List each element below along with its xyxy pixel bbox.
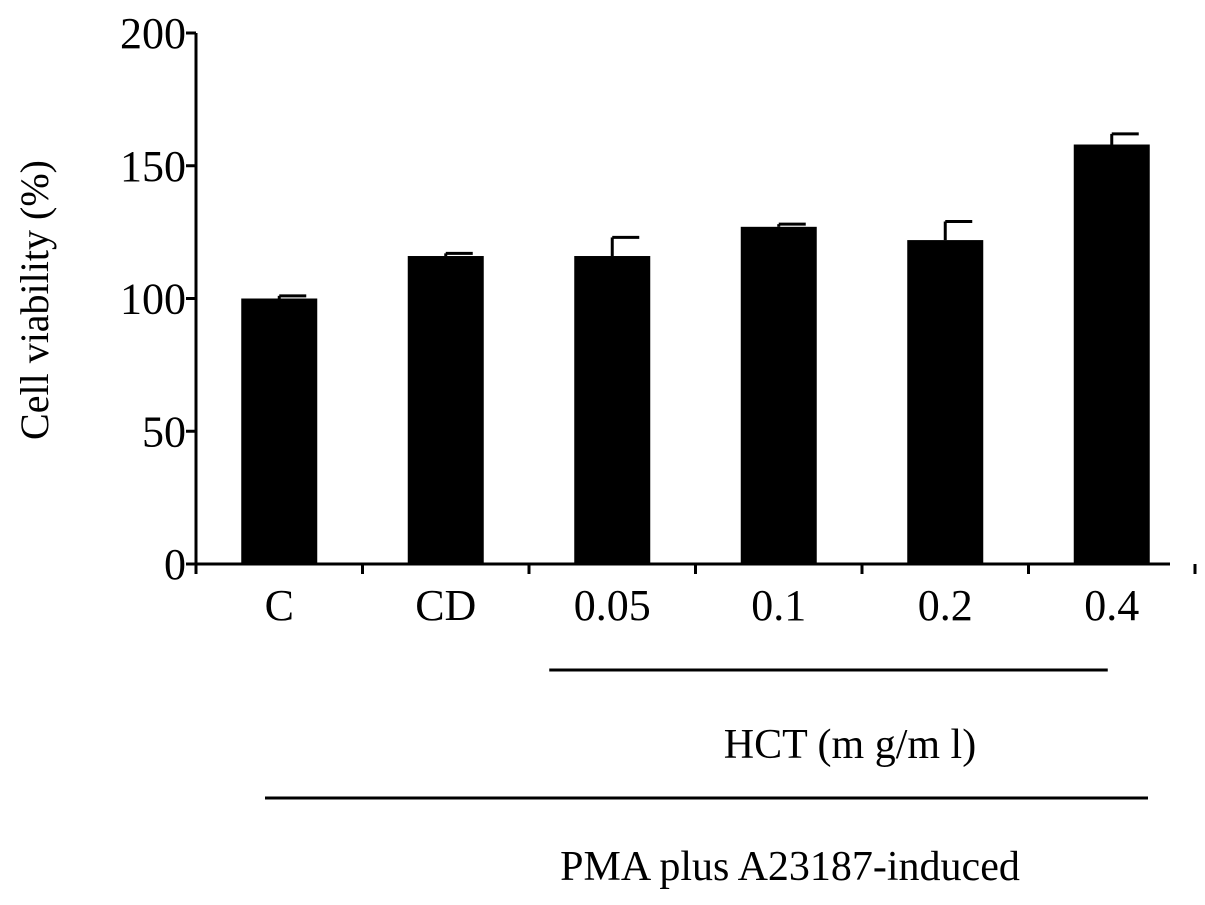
x-tick-label: C bbox=[265, 581, 294, 630]
error-bar bbox=[610, 235, 640, 257]
x-tick-label: 0.2 bbox=[918, 581, 973, 630]
bar bbox=[740, 226, 817, 564]
x-tick-label: 0.05 bbox=[574, 581, 651, 630]
x-axis bbox=[194, 562, 1197, 574]
bar bbox=[574, 256, 651, 564]
y-tick-label: 50 bbox=[142, 407, 186, 456]
x-tick-label: CD bbox=[415, 581, 476, 630]
error-bar bbox=[1110, 132, 1139, 145]
y-axis-label: Cell viability (%) bbox=[12, 160, 57, 440]
x-tick-labels: C CD 0.05 0.1 0.2 0.4 bbox=[265, 581, 1140, 630]
y-tick-label: 150 bbox=[120, 142, 186, 191]
y-axis: 0 50 100 150 200 bbox=[120, 9, 198, 589]
error-bar bbox=[277, 294, 307, 299]
bar bbox=[907, 240, 984, 564]
error-bar bbox=[777, 222, 806, 227]
group-label: PMA plus A23187-induced bbox=[560, 844, 1020, 890]
x-tick-label: 0.1 bbox=[751, 581, 806, 630]
y-tick-label: 100 bbox=[120, 275, 186, 324]
bars bbox=[241, 144, 1150, 564]
error-bar bbox=[943, 220, 973, 241]
x-tick-label: 0.4 bbox=[1084, 581, 1139, 630]
bar bbox=[407, 256, 484, 564]
bar bbox=[241, 298, 318, 564]
error-bar bbox=[444, 251, 473, 257]
group-brackets: HCT (m g/m l) PMA plus A23187-induced bbox=[265, 668, 1148, 890]
group-label: HCT (m g/m l) bbox=[724, 722, 976, 768]
error-bars bbox=[277, 132, 1139, 299]
y-tick-label: 200 bbox=[120, 9, 186, 58]
y-tick-label: 0 bbox=[164, 540, 186, 589]
bar bbox=[1073, 144, 1150, 564]
